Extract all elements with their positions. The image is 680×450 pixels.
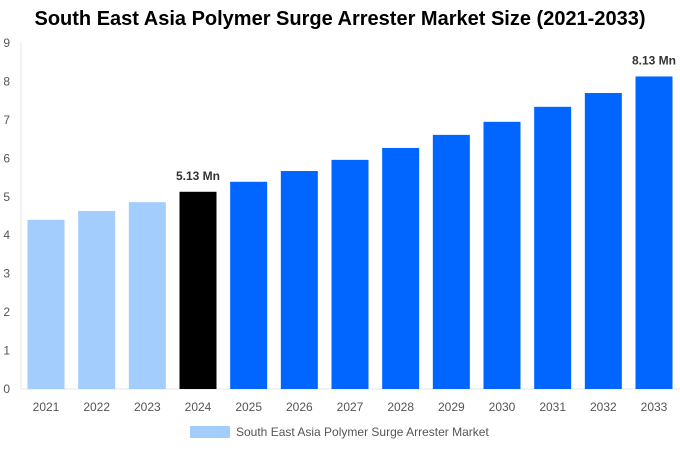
x-tick-label: 2026 xyxy=(286,400,313,414)
x-tick-label: 2021 xyxy=(33,400,60,414)
y-tick-label: 7 xyxy=(3,113,10,127)
bar-2032 xyxy=(584,92,622,389)
bar-2021 xyxy=(27,219,65,389)
x-tick-label: 2030 xyxy=(489,400,516,414)
x-tick-label: 2023 xyxy=(134,400,161,414)
x-tick-label: 2033 xyxy=(641,400,668,414)
bar-2031 xyxy=(534,106,572,389)
bar-2023 xyxy=(128,202,166,389)
x-tick-label: 2031 xyxy=(539,400,566,414)
y-tick-label: 3 xyxy=(3,267,10,281)
bar-2033 xyxy=(635,76,673,390)
y-tick-label: 8 xyxy=(3,74,10,88)
y-tick-label: 0 xyxy=(3,382,10,396)
legend-label: South East Asia Polymer Surge Arrester M… xyxy=(236,425,489,439)
bar-2025 xyxy=(230,181,268,389)
x-tick-label: 2032 xyxy=(590,400,617,414)
y-tick-label: 9 xyxy=(3,36,10,50)
x-tick-label: 2022 xyxy=(83,400,110,414)
data-label: 8.13 Mn xyxy=(632,53,676,67)
bar-2029 xyxy=(432,134,470,389)
chart-title: South East Asia Polymer Surge Arrester M… xyxy=(34,8,646,30)
legend: South East Asia Polymer Surge Arrester M… xyxy=(190,425,489,439)
x-tick-label: 2024 xyxy=(185,400,212,414)
bar-2024 xyxy=(179,191,217,389)
y-tick-label: 4 xyxy=(3,228,10,242)
y-tick-label: 6 xyxy=(3,151,10,165)
bar-2030 xyxy=(483,121,521,390)
y-tick-label: 1 xyxy=(3,344,10,358)
x-tick-label: 2027 xyxy=(337,400,364,414)
y-tick-label: 5 xyxy=(3,190,10,204)
y-tick-label: 2 xyxy=(3,305,10,319)
x-tick-label: 2029 xyxy=(438,400,465,414)
bar-2026 xyxy=(280,171,318,389)
bar-2022 xyxy=(78,211,116,389)
bar-2028 xyxy=(382,147,420,389)
legend-swatch xyxy=(190,426,230,438)
data-label: 5.13 Mn xyxy=(176,169,220,183)
x-tick-label: 2028 xyxy=(387,400,414,414)
bar-2027 xyxy=(331,159,369,389)
x-tick-label: 2025 xyxy=(235,400,262,414)
